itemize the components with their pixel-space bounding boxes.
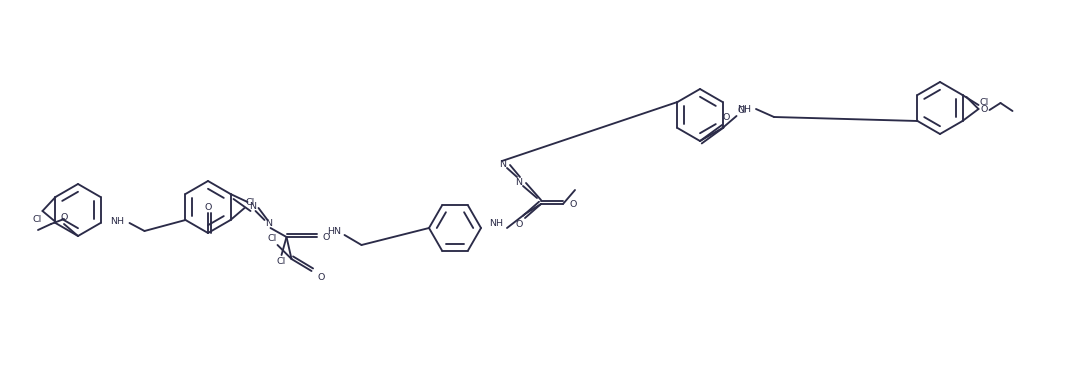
Text: O: O [569,200,576,209]
Text: N: N [500,160,506,168]
Text: O: O [317,273,325,282]
Text: N: N [265,219,272,227]
Text: NH: NH [489,219,503,227]
Text: Cl: Cl [980,98,989,106]
Text: HN: HN [328,227,342,236]
Text: Cl: Cl [246,197,255,207]
Text: O: O [722,112,729,121]
Text: Cl: Cl [268,233,277,243]
Text: N: N [516,177,522,187]
Text: NH: NH [110,217,124,226]
Text: N: N [249,201,256,210]
Text: O: O [60,213,68,221]
Text: O: O [323,233,330,242]
Text: Cl: Cl [277,257,286,266]
Text: Cl: Cl [32,214,42,223]
Text: NH: NH [737,105,751,114]
Text: O: O [516,220,522,229]
Text: Cl: Cl [738,105,747,115]
Text: O: O [981,105,988,115]
Text: O: O [204,203,211,211]
